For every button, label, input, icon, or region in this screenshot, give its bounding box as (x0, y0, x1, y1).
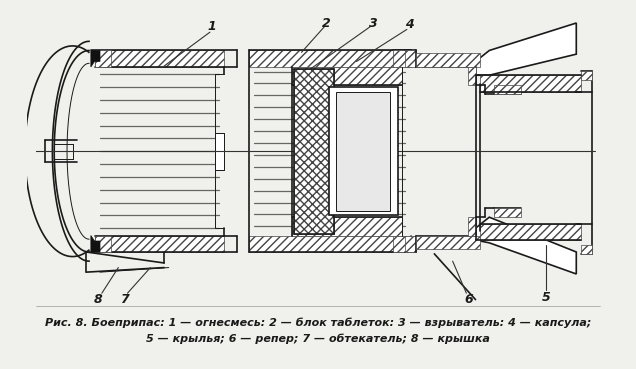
Bar (329, 87, 398, 215)
Bar (95, 51, 224, 67)
Bar (405, 51, 416, 67)
Bar (293, 217, 402, 235)
Bar (294, 69, 333, 234)
Text: 5: 5 (542, 291, 550, 304)
Text: 4: 4 (405, 18, 414, 31)
Bar (468, 67, 476, 85)
Bar (405, 235, 416, 252)
Text: 1: 1 (207, 20, 216, 33)
Bar (336, 92, 391, 211)
Bar (581, 245, 592, 254)
Bar (393, 235, 411, 252)
Polygon shape (91, 235, 100, 252)
Text: 5 — крылья; 6 — репер; 7 — обтекатель; 8 — крышка: 5 — крылья; 6 — репер; 7 — обтекатель; 8… (146, 334, 490, 344)
Polygon shape (476, 217, 576, 274)
Bar (214, 133, 224, 170)
Polygon shape (91, 51, 100, 67)
Bar (416, 53, 480, 67)
Bar (494, 208, 522, 217)
Text: 6: 6 (465, 293, 473, 306)
Bar (293, 67, 402, 85)
Bar (249, 235, 410, 252)
Bar (95, 235, 224, 252)
Polygon shape (95, 51, 111, 67)
Polygon shape (476, 23, 576, 75)
Polygon shape (95, 235, 111, 252)
Bar (581, 70, 592, 80)
Bar (249, 51, 410, 67)
Bar (468, 217, 476, 235)
Bar (480, 224, 581, 240)
Text: 7: 7 (120, 293, 129, 306)
Bar (393, 51, 411, 67)
Bar (480, 75, 581, 92)
Text: 2: 2 (322, 17, 331, 30)
Bar (416, 235, 480, 249)
Bar (494, 85, 522, 94)
Text: Рис. 8. Боеприпас: 1 — огнесмесь: 2 — блок таблеток: 3 — взрыватель: 4 — капсула: Рис. 8. Боеприпас: 1 — огнесмесь: 2 — бл… (45, 317, 591, 328)
Text: 3: 3 (369, 17, 377, 30)
Text: 8: 8 (93, 293, 102, 306)
